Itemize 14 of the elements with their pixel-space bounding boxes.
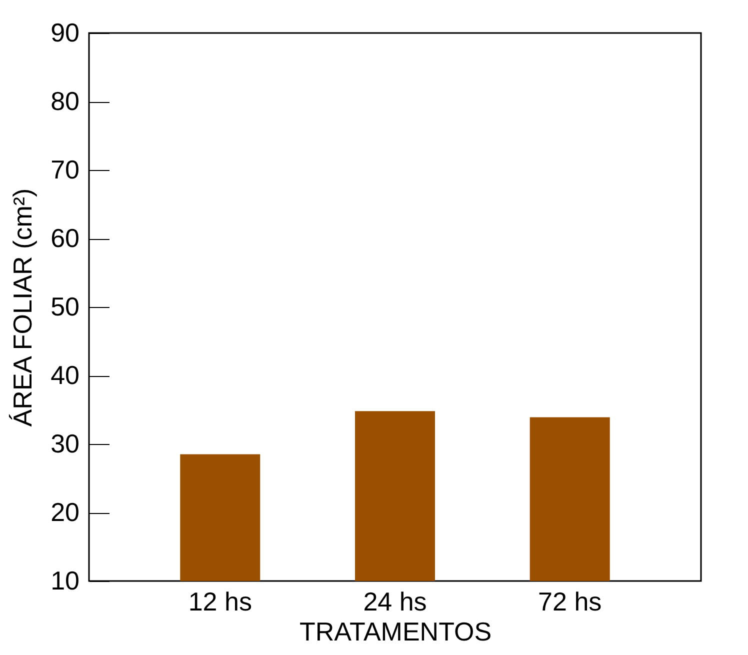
y-axis-title: ÁREA FOLIAR (cm²) [8,188,38,427]
y-tick-label: 80 [50,86,80,116]
x-tick-label: 24 hs [363,586,427,616]
y-tick-label: 60 [50,223,80,253]
y-tick-label: 30 [50,428,80,458]
y-tick-label: 20 [50,497,80,527]
x-axis-title: TRATAMENTOS [299,616,492,646]
y-tick-label: 10 [50,566,80,596]
y-tick-label: 70 [50,154,80,184]
x-tick-label: 12 hs [188,586,252,616]
x-tick-label: 72 hs [538,586,602,616]
y-tick-label: 40 [50,360,80,390]
y-tick-label: 90 [50,18,80,48]
y-tick-label: 50 [50,292,80,322]
